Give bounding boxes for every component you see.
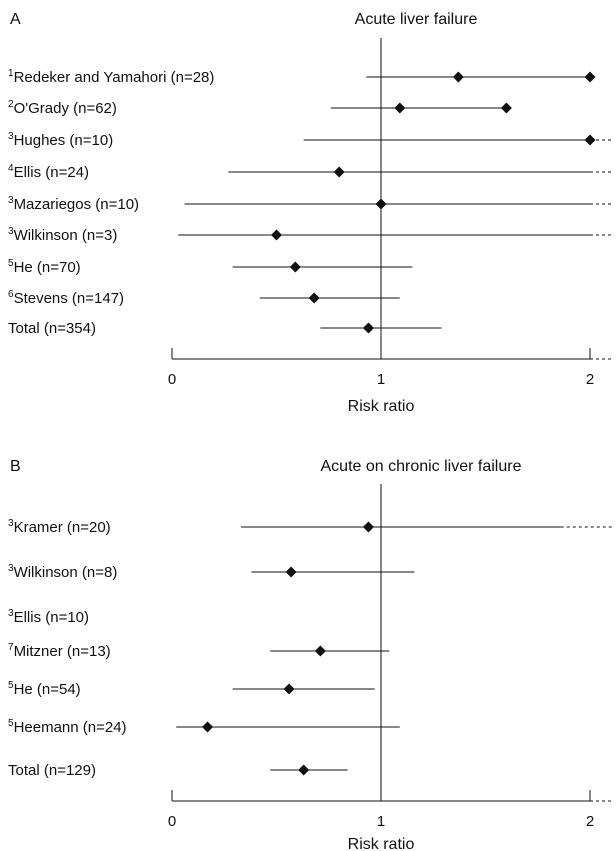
point-estimate-marker [271, 229, 282, 241]
x-axis-title: Risk ratio [348, 398, 415, 415]
reference-superscript: 7 [8, 642, 14, 653]
study-label: 5Heemann (n=24) [8, 718, 127, 736]
x-tick-label: 2 [586, 371, 594, 388]
reference-superscript: 5 [8, 680, 14, 691]
reference-superscript: 3 [8, 518, 14, 529]
reference-superscript: 6 [8, 289, 14, 300]
point-estimate-marker [289, 261, 301, 273]
study-label: 6Stevens (n=147) [8, 289, 124, 307]
reference-superscript: 3 [8, 563, 14, 574]
study-name: Ellis (n=24) [14, 164, 89, 181]
x-tick-label: 1 [377, 371, 385, 388]
panel-title: Acute liver failure [355, 11, 478, 28]
reference-superscript: 3 [8, 195, 14, 206]
panel-letter: B [10, 458, 21, 475]
point-estimate-marker [375, 198, 387, 210]
point-estimate-marker [362, 322, 374, 334]
point-estimate-marker [285, 566, 297, 578]
reference-superscript: 3 [8, 131, 14, 142]
point-estimate-marker [308, 292, 320, 304]
study-name: He (n=70) [14, 259, 81, 276]
study-name: Wilkinson (n=8) [14, 564, 118, 581]
study-name: Stevens (n=147) [14, 290, 125, 307]
study-name: Total (n=354) [8, 320, 96, 337]
point-estimate-marker [333, 166, 345, 178]
study-name: Mazariegos (n=10) [14, 196, 139, 213]
study-name: Ellis (n=10) [14, 609, 89, 626]
point-estimate-marker [584, 134, 596, 146]
study-label: 5He (n=54) [8, 680, 81, 698]
study-name: Hughes (n=10) [14, 132, 114, 149]
reference-superscript: 1 [8, 68, 14, 79]
study-label: Total (n=129) [8, 762, 96, 779]
study-label: 7Mitzner (n=13) [8, 642, 111, 660]
study-name: He (n=54) [14, 681, 81, 698]
panel-title: Acute on chronic liver failure [321, 458, 522, 475]
reference-superscript: 3 [8, 226, 14, 237]
point-estimate-marker [452, 71, 464, 83]
study-label: 2O'Grady (n=62) [8, 99, 117, 117]
study-label: Total (n=354) [8, 320, 96, 337]
study-label: 3Wilkinson (n=3) [8, 226, 117, 244]
reference-superscript: 5 [8, 258, 14, 269]
x-tick-label: 2 [586, 813, 594, 830]
study-name: O'Grady (n=62) [14, 100, 117, 117]
point-estimate-marker [394, 102, 406, 114]
study-label: 3Ellis (n=10) [8, 608, 89, 626]
study-label: 3Hughes (n=10) [8, 131, 113, 149]
x-tick-label: 0 [168, 371, 176, 388]
reference-superscript: 4 [8, 163, 14, 174]
x-tick-label: 1 [377, 813, 385, 830]
study-name: Heemann (n=24) [14, 719, 127, 736]
panel-letter: A [10, 11, 21, 28]
point-estimate-marker [314, 645, 326, 657]
study-name: Total (n=129) [8, 762, 96, 779]
study-label: 3Kramer (n=20) [8, 518, 111, 536]
upper-bound-marker [584, 71, 596, 83]
reference-superscript: 5 [8, 718, 14, 729]
study-name: Redeker and Yamahori (n=28) [14, 69, 215, 86]
point-estimate-marker [298, 764, 310, 776]
study-label: 3Mazariegos (n=10) [8, 195, 139, 213]
reference-superscript: 2 [8, 99, 14, 110]
point-estimate-marker [362, 521, 374, 533]
study-name: Kramer (n=20) [14, 519, 111, 536]
study-label: 4Ellis (n=24) [8, 163, 89, 181]
upper-bound-marker [500, 102, 512, 114]
x-tick-label: 0 [168, 813, 176, 830]
study-label: 5He (n=70) [8, 258, 81, 276]
study-name: Wilkinson (n=3) [14, 227, 118, 244]
study-name: Mitzner (n=13) [14, 643, 111, 660]
point-estimate-marker [283, 683, 295, 695]
point-estimate-marker [202, 721, 214, 733]
x-axis-title: Risk ratio [348, 836, 415, 851]
study-label: 1Redeker and Yamahori (n=28) [8, 68, 214, 86]
reference-superscript: 3 [8, 608, 14, 619]
study-label: 3Wilkinson (n=8) [8, 563, 117, 581]
